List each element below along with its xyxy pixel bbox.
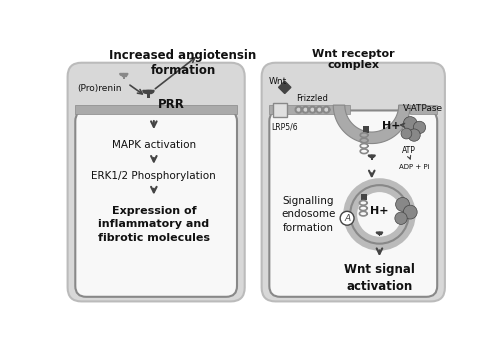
Text: LRP5/6: LRP5/6 bbox=[272, 122, 298, 131]
Circle shape bbox=[395, 212, 407, 224]
Polygon shape bbox=[378, 232, 381, 234]
Bar bbox=[270, 105, 350, 114]
Text: Signalling
endosome
formation: Signalling endosome formation bbox=[282, 196, 336, 233]
Bar bbox=[123, 75, 125, 79]
Circle shape bbox=[396, 198, 409, 211]
Text: PRR: PRR bbox=[158, 98, 184, 111]
Bar bbox=[362, 126, 370, 133]
Text: Increased angiotensin
formation: Increased angiotensin formation bbox=[110, 49, 256, 77]
Bar bbox=[371, 157, 372, 160]
Text: Wnt receptor
complex: Wnt receptor complex bbox=[312, 49, 394, 70]
Bar bbox=[147, 93, 150, 98]
Text: ADP + Pi: ADP + Pi bbox=[399, 164, 430, 170]
Polygon shape bbox=[146, 91, 151, 93]
Circle shape bbox=[404, 205, 417, 219]
Text: Wnt signal
activation: Wnt signal activation bbox=[344, 263, 415, 293]
Polygon shape bbox=[316, 107, 322, 113]
Text: MAPK activation: MAPK activation bbox=[112, 140, 196, 150]
Polygon shape bbox=[368, 155, 372, 157]
Polygon shape bbox=[372, 155, 375, 157]
Polygon shape bbox=[376, 232, 380, 234]
FancyBboxPatch shape bbox=[68, 63, 244, 301]
Bar bbox=[273, 103, 287, 117]
Text: ATP: ATP bbox=[402, 146, 415, 155]
Bar bbox=[76, 105, 237, 114]
Text: H+: H+ bbox=[382, 121, 400, 131]
Text: ERK1/2 Phosphorylation: ERK1/2 Phosphorylation bbox=[92, 171, 216, 181]
Circle shape bbox=[340, 211, 354, 225]
Polygon shape bbox=[143, 91, 148, 93]
FancyBboxPatch shape bbox=[262, 63, 445, 301]
Circle shape bbox=[354, 189, 405, 240]
Text: Frizzled: Frizzled bbox=[296, 94, 328, 103]
Text: A: A bbox=[344, 214, 350, 223]
Polygon shape bbox=[324, 107, 330, 113]
FancyBboxPatch shape bbox=[76, 110, 237, 297]
Bar bbox=[361, 193, 367, 200]
Polygon shape bbox=[370, 155, 374, 157]
Circle shape bbox=[404, 117, 417, 130]
Polygon shape bbox=[296, 107, 302, 113]
Text: Expression of
inflammatory and
fibrotic molecules: Expression of inflammatory and fibrotic … bbox=[98, 206, 210, 243]
Circle shape bbox=[414, 121, 426, 133]
Text: V-ATPase: V-ATPase bbox=[403, 104, 444, 114]
Bar bbox=[410, 105, 437, 114]
Text: (Pro)renin: (Pro)renin bbox=[78, 84, 122, 93]
Polygon shape bbox=[310, 107, 316, 113]
Polygon shape bbox=[120, 73, 124, 75]
Circle shape bbox=[408, 129, 420, 141]
Polygon shape bbox=[302, 107, 308, 113]
Polygon shape bbox=[333, 105, 410, 144]
Polygon shape bbox=[124, 73, 128, 75]
Polygon shape bbox=[148, 91, 154, 93]
Text: Wnt: Wnt bbox=[268, 77, 287, 86]
Circle shape bbox=[401, 128, 412, 139]
Bar bbox=[378, 234, 380, 236]
FancyBboxPatch shape bbox=[270, 110, 437, 297]
Polygon shape bbox=[122, 73, 126, 75]
Polygon shape bbox=[278, 81, 291, 94]
Text: H+: H+ bbox=[370, 205, 388, 215]
Polygon shape bbox=[380, 232, 382, 234]
